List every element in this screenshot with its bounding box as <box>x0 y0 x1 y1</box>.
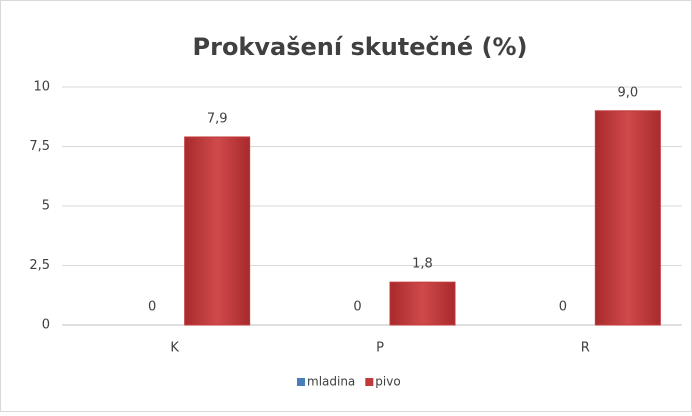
x-tick-label: K <box>170 341 179 356</box>
legend-swatch <box>365 378 374 386</box>
data-label: 0 <box>559 300 567 315</box>
y-tick-label: 0 <box>42 318 50 333</box>
data-label: 1,8 <box>412 257 433 272</box>
data-label: 0 <box>353 300 361 315</box>
y-tick-label: 5 <box>42 199 50 214</box>
legend-label: pivo <box>375 375 400 389</box>
y-tick-label: 10 <box>33 80 50 95</box>
x-tick-label: R <box>581 341 590 356</box>
data-label: 0 <box>148 300 156 315</box>
legend-swatch <box>297 378 305 386</box>
legend-label: mladina <box>307 375 355 389</box>
bar <box>594 110 661 326</box>
chart-title: Prokvašení skutečné (%) <box>193 33 528 61</box>
data-label: 7,9 <box>207 111 228 126</box>
y-tick-label: 2,5 <box>29 258 50 273</box>
bar <box>389 281 456 326</box>
bar <box>184 136 251 326</box>
y-tick-label: 7,5 <box>29 139 50 154</box>
data-label: 9,0 <box>617 85 638 100</box>
x-tick-label: P <box>376 341 384 356</box>
